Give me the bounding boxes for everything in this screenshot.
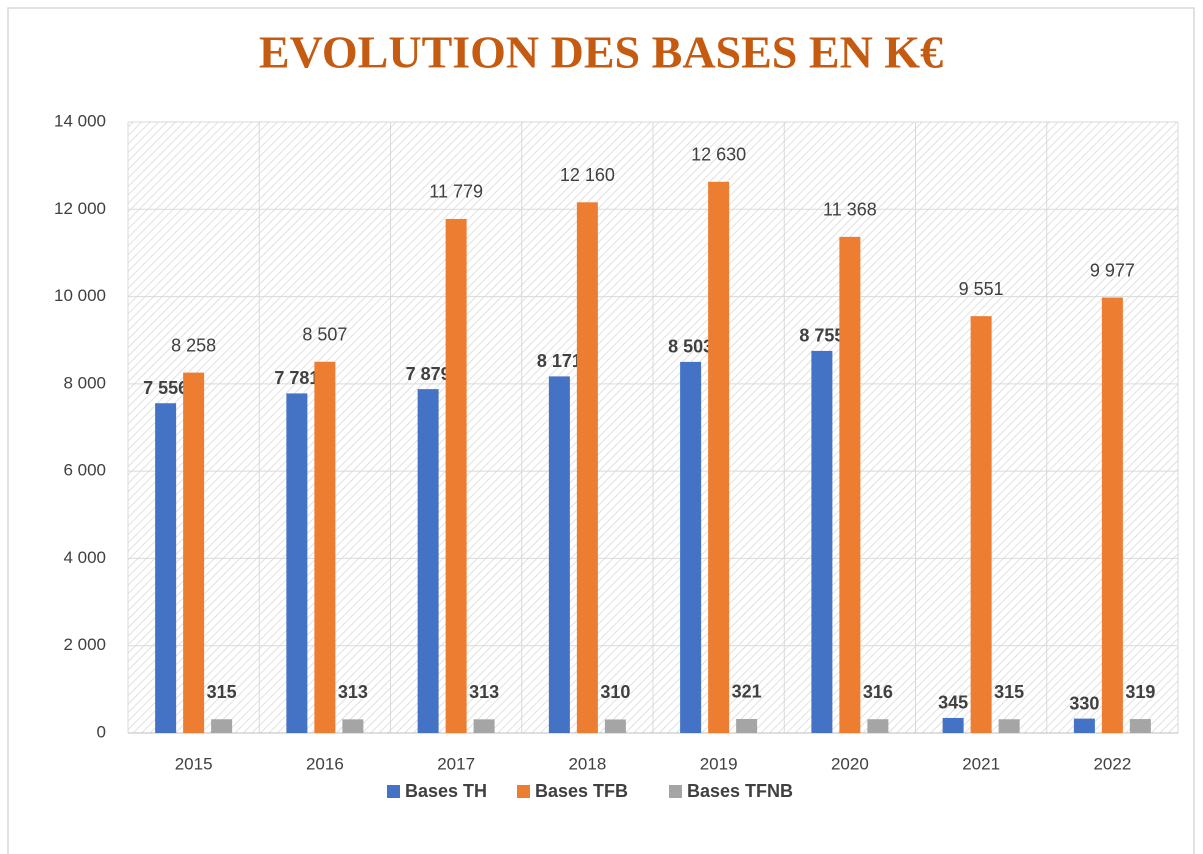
bar <box>417 389 439 733</box>
bar <box>998 719 1020 733</box>
y-tick-label: 14 000 <box>54 111 106 130</box>
x-tick-label: 2021 <box>962 754 1000 773</box>
y-tick-label: 4 000 <box>63 548 106 567</box>
bar <box>1101 297 1123 733</box>
value-label: 315 <box>994 682 1024 702</box>
bar <box>155 403 177 733</box>
x-tick-label: 2016 <box>306 754 344 773</box>
chart-title: EVOLUTION DES BASES EN K€ <box>259 27 943 78</box>
x-tick-label: 2017 <box>437 754 475 773</box>
value-label: 316 <box>863 682 893 702</box>
bar <box>604 719 626 733</box>
bar <box>445 218 467 733</box>
value-label: 313 <box>338 682 368 702</box>
value-label: 321 <box>732 682 762 702</box>
legend-swatch <box>517 785 530 798</box>
value-label: 8 507 <box>302 324 347 344</box>
value-label: 8 171 <box>537 351 582 371</box>
value-label: 7 879 <box>406 364 451 384</box>
bar <box>708 181 730 733</box>
y-tick-label: 0 <box>97 722 106 741</box>
bar <box>867 719 889 733</box>
bar <box>942 717 964 733</box>
value-label: 313 <box>469 682 499 702</box>
bar <box>736 718 758 733</box>
bar <box>970 316 992 733</box>
value-label: 315 <box>207 682 237 702</box>
bar <box>1129 719 1151 733</box>
value-label: 11 368 <box>823 200 877 220</box>
value-label: 345 <box>938 693 968 713</box>
x-tick-label: 2020 <box>831 754 869 773</box>
bar <box>548 376 570 733</box>
value-label: 12 630 <box>691 145 746 165</box>
bar <box>314 361 336 733</box>
y-tick-label: 2 000 <box>63 635 106 654</box>
value-label: 319 <box>1125 682 1155 702</box>
legend-label: Bases TFNB <box>687 781 793 801</box>
legend-label: Bases TH <box>405 781 487 801</box>
x-tick-label: 2019 <box>700 754 738 773</box>
legend-swatch <box>669 785 682 798</box>
bar <box>286 393 308 733</box>
bar <box>839 236 861 734</box>
bar <box>183 372 205 733</box>
bar <box>1073 718 1095 733</box>
bar <box>342 719 364 733</box>
y-tick-label: 6 000 <box>63 461 106 480</box>
bar <box>576 202 598 733</box>
legend-swatch <box>387 785 400 798</box>
value-label: 11 779 <box>429 182 483 202</box>
bar <box>680 361 702 733</box>
y-tick-label: 8 000 <box>63 373 106 392</box>
y-tick-label: 12 000 <box>54 199 106 218</box>
value-label: 330 <box>1069 693 1099 713</box>
value-label: 9 977 <box>1090 260 1135 280</box>
value-label: 8 755 <box>799 326 844 346</box>
x-tick-label: 2022 <box>1093 754 1131 773</box>
value-label: 9 551 <box>959 279 1004 299</box>
x-tick-label: 2015 <box>175 754 213 773</box>
bar <box>473 719 495 733</box>
value-label: 310 <box>600 682 630 702</box>
x-tick-label: 2018 <box>568 754 606 773</box>
bar <box>211 719 233 733</box>
value-label: 12 160 <box>560 165 615 185</box>
y-tick-label: 10 000 <box>54 286 106 305</box>
value-label: 8 258 <box>171 335 216 355</box>
value-label: 7 556 <box>143 378 188 398</box>
value-label: 8 503 <box>668 337 713 357</box>
bar <box>811 350 833 733</box>
value-label: 7 781 <box>274 368 319 388</box>
legend-label: Bases TFB <box>535 781 628 801</box>
